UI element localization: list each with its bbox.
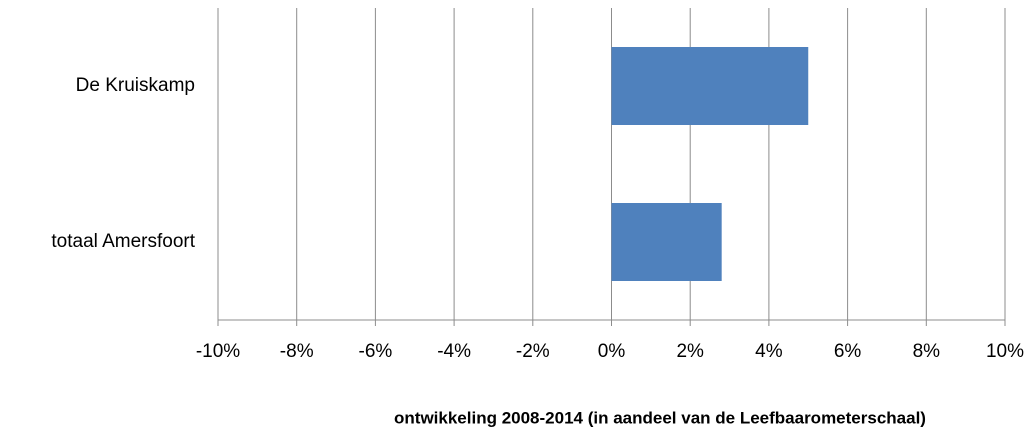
- bar: [611, 47, 809, 125]
- x-tick-label: -2%: [516, 341, 550, 362]
- x-tick-label: 2%: [676, 341, 704, 362]
- x-tick-label: -6%: [359, 341, 393, 362]
- x-tick-label: -4%: [437, 341, 471, 362]
- y-tick-label: De Kruiskamp: [76, 75, 195, 96]
- bar: [611, 203, 722, 281]
- x-tick-label: 10%: [986, 341, 1024, 362]
- y-tick-label: totaal Amersfoort: [51, 231, 195, 252]
- x-tick-label: 6%: [834, 341, 862, 362]
- x-tick-label: 8%: [913, 341, 941, 362]
- x-axis-label: ontwikkeling 2008-2014 (in aandeel van d…: [394, 408, 926, 427]
- x-tick-label: 4%: [755, 341, 783, 362]
- x-tick-label: -10%: [196, 341, 240, 362]
- x-tick-label: 0%: [598, 341, 626, 362]
- x-tick-label: -8%: [280, 341, 314, 362]
